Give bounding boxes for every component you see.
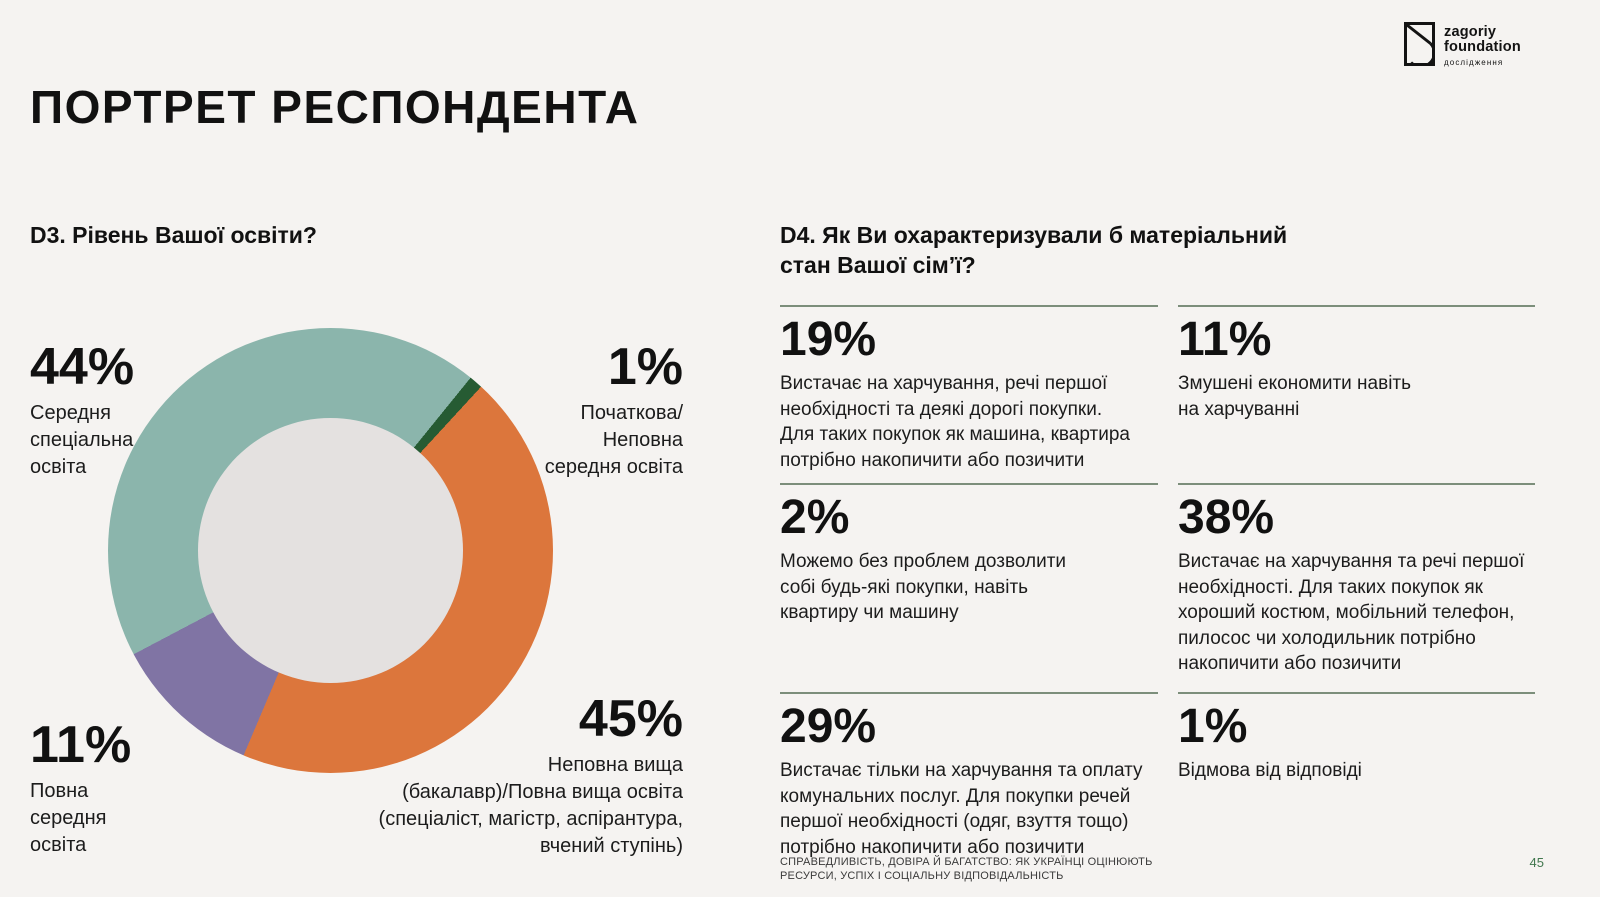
callout-higher-education: 45% Неповна вища (бакалавр)/Повна вища о…: [353, 692, 683, 860]
stat-text: Змушені економити навіть на харчуванні: [1178, 373, 1412, 420]
stat-value: 38%: [1178, 491, 1275, 544]
callout-value: 1%: [607, 338, 683, 396]
callout-value: 44%: [30, 338, 135, 396]
stat-19: 19% Вистачає на харчування, речі першої …: [780, 305, 1158, 473]
stat-text: Вистачає на харчування та речі першої не…: [1178, 551, 1525, 674]
stat-value: 11%: [1178, 313, 1272, 366]
stat-38: 38% Вистачає на харчування та речі першо…: [1178, 483, 1535, 677]
stat-value: 29%: [780, 700, 877, 753]
stat-text: Відмова від відповіді: [1178, 760, 1362, 781]
page-title: ПОРТРЕТ РЕСПОНДЕНТА: [30, 81, 640, 133]
callout-value: 45%: [578, 690, 683, 748]
zagoriy-logo-icon: [1404, 22, 1436, 71]
stat-value: 2%: [780, 491, 850, 544]
callout-full-secondary: 11% Повна середня освіта: [30, 718, 250, 859]
logo-name-line1: zagoriy: [1444, 24, 1497, 40]
zagoriy-foundation-logo: zagoriy foundation дослідження: [1404, 22, 1521, 71]
callout-label: Повна середня освіта: [30, 780, 107, 857]
callout-label: Початкова/ Неповна середня освіта: [544, 402, 683, 479]
logo-name-line2: foundation: [1444, 39, 1521, 55]
logo-tagline: дослідження: [1444, 58, 1504, 67]
callout-label: Неповна вища (бакалавр)/Повна вища освіт…: [378, 754, 683, 858]
question-d3: D3. Рівень Вашої освіти?: [30, 222, 317, 248]
question-d4: D4. Як Ви охарактеризували б матеріальни…: [780, 222, 1288, 278]
stat-29: 29% Вистачає тільки на харчування та опл…: [780, 692, 1158, 860]
stat-2: 2% Можемо без проблем дозволити собі буд…: [780, 483, 1158, 626]
stat-1: 1% Відмова від відповіді: [1178, 692, 1535, 784]
stat-value: 1%: [1178, 700, 1248, 753]
logo-text: zagoriy foundation дослідження: [1444, 22, 1521, 67]
callout-primary-education: 1% Початкова/ Неповна середня освіта: [430, 340, 683, 481]
stat-text: Вистачає тільки на харчування та оплату …: [780, 760, 1143, 858]
education-donut-chart: [108, 328, 553, 773]
donut-hole: [198, 418, 463, 683]
callout-label: Середня спеціальна освіта: [30, 402, 134, 479]
footer-study-title: СПРАВЕДЛИВІСТЬ, ДОВІРА Й БАГАТСТВО: ЯК У…: [780, 856, 1153, 882]
stat-value: 19%: [780, 313, 877, 366]
stat-11: 11% Змушені економити навіть на харчуван…: [1178, 305, 1535, 422]
page-number: 45: [1529, 855, 1544, 870]
stat-text: Вистачає на харчування, речі першої необ…: [780, 373, 1130, 471]
stat-text: Можемо без проблем дозволити собі будь-я…: [780, 551, 1067, 623]
callout-secondary-special: 44% Середня спеціальна освіта: [30, 340, 250, 481]
callout-value: 11%: [30, 716, 132, 774]
